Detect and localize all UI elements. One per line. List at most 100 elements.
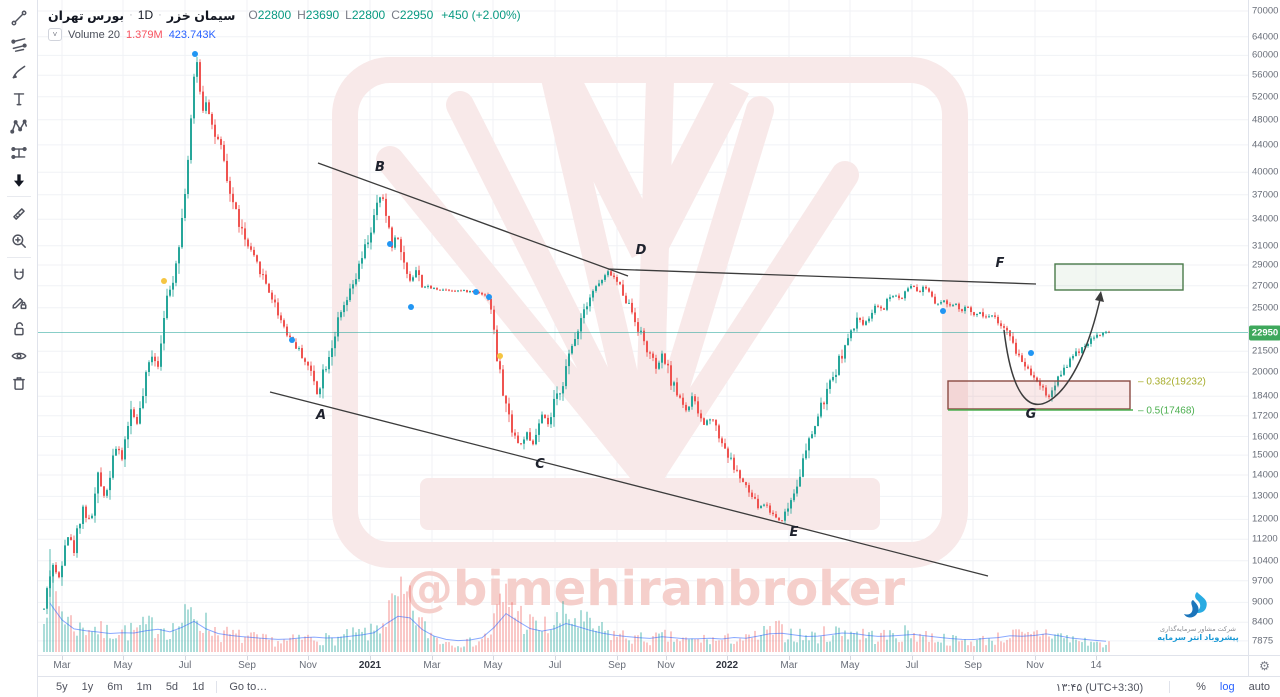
price-tick-label: 14000 bbox=[1252, 469, 1279, 481]
exchange-name[interactable]: بورس تهران bbox=[48, 8, 125, 23]
open-value: 22800 bbox=[257, 8, 292, 22]
price-tick-label: 9700 bbox=[1252, 575, 1274, 587]
price-tick-label: 10400 bbox=[1252, 555, 1279, 567]
wave-letter-G[interactable]: G bbox=[1026, 407, 1037, 422]
trendlines bbox=[269, 162, 1037, 577]
event-marker[interactable] bbox=[289, 337, 295, 343]
xabcd-pattern-icon bbox=[9, 119, 27, 134]
chevron-down-icon[interactable]: ˅ bbox=[48, 28, 62, 41]
time-tick bbox=[973, 656, 974, 660]
time-label-Nov: Nov bbox=[299, 660, 317, 671]
cup-curve[interactable] bbox=[1003, 294, 1102, 406]
zoom-in-tool-button[interactable] bbox=[4, 227, 34, 254]
timeframe-label[interactable]: 1D bbox=[137, 8, 154, 22]
time-tick bbox=[1096, 656, 1097, 660]
event-marker[interactable] bbox=[387, 241, 393, 247]
event-marker[interactable] bbox=[940, 308, 946, 314]
wave-letter-C[interactable]: C bbox=[535, 457, 545, 472]
trend-line-icon bbox=[11, 10, 26, 25]
range-1y[interactable]: 1y bbox=[81, 681, 94, 693]
gann-fib-tool-button[interactable] bbox=[4, 31, 34, 58]
broker-flame-icon bbox=[1184, 592, 1207, 618]
brush-icon bbox=[12, 65, 25, 78]
price-tick-label: 9000 bbox=[1252, 596, 1274, 608]
arrow-head bbox=[1095, 291, 1104, 302]
separator-dot: · bbox=[129, 9, 133, 21]
symbol-name[interactable]: سیمان خزر bbox=[166, 8, 236, 23]
gear-icon[interactable]: ⚙ bbox=[1259, 659, 1270, 673]
range-5d[interactable]: 5d bbox=[165, 681, 179, 693]
time-tick bbox=[850, 656, 851, 660]
xabcd-pattern-tool-button[interactable] bbox=[4, 112, 34, 139]
wave-letter-D[interactable]: D bbox=[636, 243, 647, 258]
drawing-edit-lock-button[interactable] bbox=[4, 288, 34, 315]
range-group: 5y 1y 6m 1m 5d 1d bbox=[56, 681, 204, 693]
target-zone-rect[interactable] bbox=[1054, 263, 1184, 291]
wave-letter-F[interactable]: F bbox=[996, 256, 1005, 271]
event-marker[interactable] bbox=[192, 51, 198, 57]
last-price-label: 22950 bbox=[1249, 325, 1280, 340]
time-label-Mar: Mar bbox=[780, 660, 798, 671]
time-label-Mar: Mar bbox=[53, 660, 71, 671]
trend-line[interactable] bbox=[317, 162, 629, 277]
remove-drawings-button[interactable] bbox=[4, 369, 34, 396]
left-drawing-toolbar bbox=[0, 0, 38, 697]
event-markers bbox=[161, 51, 1034, 359]
trend-line[interactable] bbox=[269, 391, 989, 577]
open-label: O bbox=[248, 8, 258, 22]
time-label-Jul: Jul bbox=[905, 660, 919, 671]
range-1m[interactable]: 1m bbox=[136, 681, 152, 693]
time-tick bbox=[185, 656, 186, 660]
time-label-Jul: Jul bbox=[178, 660, 192, 671]
axis-settings-corner[interactable]: ⚙ bbox=[1248, 655, 1280, 676]
lock-all-button[interactable] bbox=[4, 315, 34, 342]
text-tool-button[interactable] bbox=[4, 85, 34, 112]
indicator-name[interactable]: Volume 20 bbox=[68, 28, 120, 41]
grid bbox=[38, 0, 1248, 655]
price-scale[interactable]: 70000 64000 60000 56000 52000 48000 44000 40000… bbox=[1248, 0, 1280, 655]
broker-company-line2: پیشروباد انتر سرمایه bbox=[1157, 633, 1239, 642]
fib-retracement-zone: – 0.382(19232) – 0.5(17468) bbox=[947, 377, 1206, 417]
range-6m[interactable]: 6m bbox=[107, 681, 123, 693]
wave-letter-E[interactable]: E bbox=[790, 525, 799, 540]
hide-all-drawings-button[interactable] bbox=[4, 342, 34, 369]
arrow-mark-tool-button[interactable] bbox=[4, 166, 34, 193]
magnet-tool-button[interactable] bbox=[4, 261, 34, 288]
price-tick-label: 64000 bbox=[1252, 31, 1279, 43]
goto-button[interactable]: Go to… bbox=[229, 681, 268, 693]
event-marker[interactable] bbox=[1028, 350, 1034, 356]
event-marker[interactable] bbox=[486, 294, 492, 300]
range-1d[interactable]: 1d bbox=[192, 681, 205, 693]
event-marker[interactable] bbox=[408, 304, 414, 310]
auto-scale-button[interactable]: auto bbox=[1248, 681, 1270, 693]
forecast-tool-button[interactable] bbox=[4, 139, 34, 166]
percent-scale-button[interactable]: % bbox=[1196, 681, 1206, 693]
range-5y[interactable]: 5y bbox=[56, 681, 68, 693]
brush-tool-button[interactable] bbox=[4, 58, 34, 85]
wave-letter-B[interactable]: B bbox=[375, 160, 385, 175]
broker-company-line1: شرکت مشاور سرمایه‌گذاری bbox=[1160, 626, 1236, 633]
trend-line-tool-button[interactable] bbox=[4, 4, 34, 31]
event-marker[interactable] bbox=[497, 353, 503, 359]
log-scale-button[interactable]: log bbox=[1219, 681, 1235, 693]
unlock-icon bbox=[13, 321, 24, 335]
bottom-toolbar: 5y 1y 6m 1m 5d 1d Go to… ۱۳:۴۵ (UTC+3:30… bbox=[38, 676, 1280, 697]
time-tick bbox=[617, 656, 618, 660]
timezone-button[interactable]: ۱۳:۴۵ (UTC+3:30) bbox=[1055, 681, 1144, 694]
chart-pane[interactable]: @bimehiranbroker – 0.382(19232) – 0.5(1746… bbox=[38, 0, 1248, 655]
wave-letter-A[interactable]: A bbox=[315, 408, 326, 423]
eye-icon bbox=[11, 352, 26, 359]
measure-tool-button[interactable] bbox=[4, 200, 34, 227]
ohlc-values: O22800 H23690 L22800 C22950 +450 (+2.00%… bbox=[248, 8, 520, 22]
event-marker[interactable] bbox=[161, 278, 167, 284]
magnet-icon bbox=[13, 268, 24, 280]
event-marker[interactable] bbox=[473, 289, 479, 295]
time-axis[interactable]: Mar May Jul Sep Nov 2021 Mar May Jul Sep Nov 2022 Ma… bbox=[38, 655, 1248, 676]
trend-line[interactable] bbox=[607, 268, 1037, 285]
close-label: C bbox=[391, 8, 400, 22]
forecast-icon bbox=[10, 146, 27, 159]
time-label-Sep: Sep bbox=[608, 660, 626, 671]
time-tick bbox=[727, 656, 728, 660]
separator-dot: · bbox=[158, 9, 162, 21]
